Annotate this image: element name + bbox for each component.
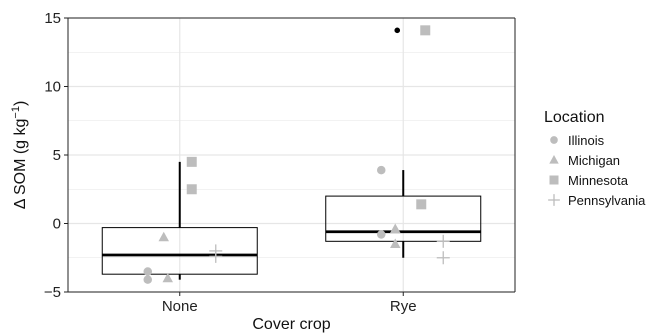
legend-key-pennsylvania <box>548 194 560 206</box>
boxes <box>101 27 482 280</box>
axes: −5 0 5 10 15 None Rye Cover crop Δ SOM (g kg−1) <box>10 10 516 333</box>
point-michigan-2 <box>390 223 401 233</box>
x-tick-label: None <box>162 298 198 315</box>
legend-key-michigan <box>549 155 559 164</box>
box-iqr-1 <box>325 195 482 242</box>
point-illinois-0 <box>143 267 152 276</box>
data-points <box>143 25 450 284</box>
legend-label-illinois: Illinois <box>568 133 605 148</box>
y-axis-title-superscript: −1 <box>10 106 22 119</box>
x-axis-title: Cover crop <box>252 316 330 333</box>
box-iqr-0 <box>101 227 258 275</box>
legend-label-minnesota: Minnesota <box>568 173 629 188</box>
point-illinois-2 <box>377 165 386 175</box>
grid <box>68 17 515 293</box>
point-illinois-3 <box>377 230 386 239</box>
legend: Location Illinois Michigan Minnesota Pennsyl… <box>544 109 646 208</box>
x-tick-label: Rye <box>390 298 417 315</box>
y-tick-label: 5 <box>53 147 61 164</box>
legend-key-illinois <box>550 136 558 144</box>
y-axis-title-main: Δ SOM (g kg <box>12 119 29 210</box>
legend-key-minnesota <box>549 175 559 185</box>
y-axis-title: Δ SOM (g kg−1) <box>10 101 29 210</box>
point-minnesota-1 <box>186 184 197 195</box>
point-minnesota-2 <box>420 25 431 36</box>
point-illinois-1 <box>143 275 152 284</box>
box-outlier-1-0 <box>394 27 401 34</box>
point-michigan-0 <box>158 231 169 242</box>
y-tick-label: −5 <box>44 284 61 301</box>
y-tick-label: 15 <box>44 10 61 27</box>
point-minnesota-3 <box>416 199 427 210</box>
y-axis-title-close: ) <box>12 101 29 106</box>
point-michigan-1 <box>162 272 173 283</box>
point-minnesota-0 <box>186 156 197 167</box>
y-tick-label: 0 <box>53 216 61 233</box>
point-pennsylvania-2 <box>436 234 450 248</box>
y-tick-label: 10 <box>44 79 61 96</box>
legend-label-michigan: Michigan <box>568 153 620 168</box>
legend-title: Location <box>544 109 605 126</box>
legend-label-pennsylvania: Pennsylvania <box>568 193 646 208</box>
point-pennsylvania-3 <box>436 251 450 265</box>
point-michigan-3 <box>390 238 401 249</box>
point-pennsylvania-1 <box>209 249 223 263</box>
